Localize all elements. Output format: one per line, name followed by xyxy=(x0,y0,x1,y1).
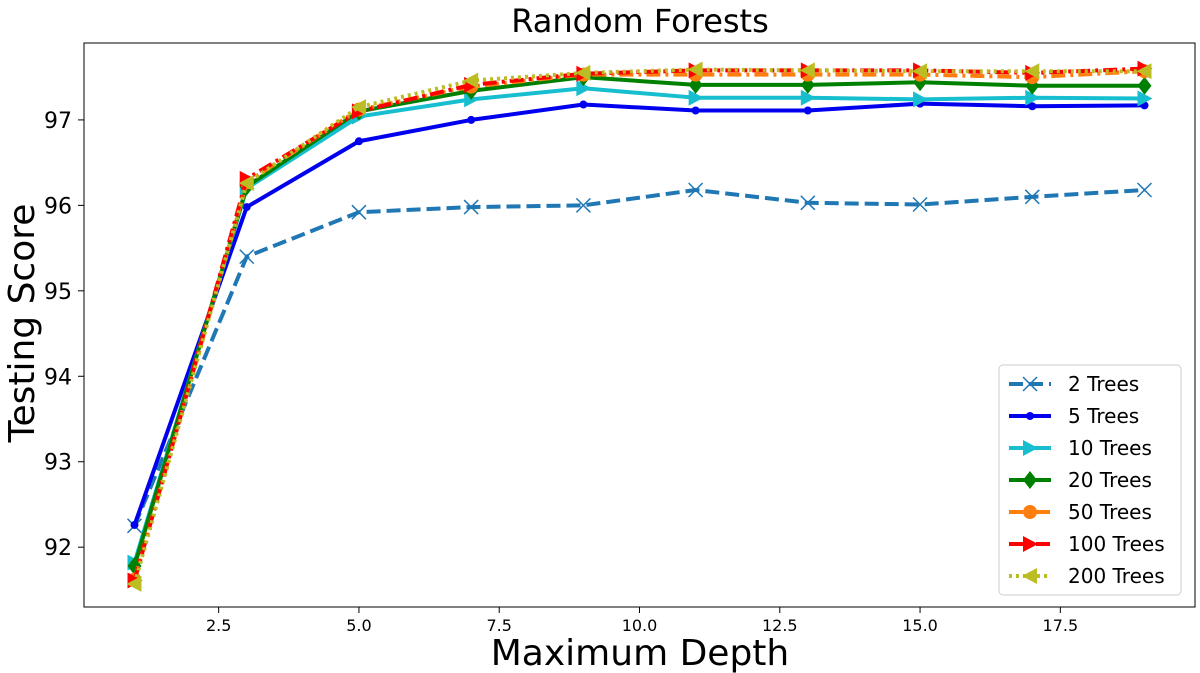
legend-label: 2 Trees xyxy=(1068,372,1139,396)
series-50-trees xyxy=(127,64,1152,587)
data-point xyxy=(576,80,592,97)
series-line xyxy=(132,75,1145,567)
data-point xyxy=(467,115,476,124)
legend-label: 200 Trees xyxy=(1068,564,1165,588)
legend-item: 200 Trees xyxy=(1009,564,1165,588)
series-10-trees xyxy=(127,80,1153,571)
series-line xyxy=(132,101,1145,526)
data-point xyxy=(239,249,255,265)
data-point xyxy=(1136,63,1152,80)
data-point xyxy=(1024,63,1040,80)
x-tick-label: 7.5 xyxy=(486,616,511,635)
data-point xyxy=(800,89,816,106)
x-tick-label: 15.0 xyxy=(902,616,938,635)
data-point xyxy=(575,197,591,213)
legend-marker xyxy=(1023,440,1038,456)
legend-item: 2 Trees xyxy=(1009,372,1139,396)
series-5-trees xyxy=(130,99,1149,529)
legend-marker xyxy=(1023,505,1037,519)
x-axis-label: Maximum Depth xyxy=(491,633,789,673)
legend-box xyxy=(998,364,1182,596)
data-point xyxy=(1137,76,1152,95)
data-point xyxy=(575,64,591,81)
legend-marker xyxy=(1022,568,1037,584)
data-point xyxy=(351,204,367,220)
data-point xyxy=(1024,189,1040,205)
series-line xyxy=(132,187,1145,527)
x-tick-label: 12.5 xyxy=(762,616,798,635)
data-point xyxy=(688,89,704,106)
legend-label: 100 Trees xyxy=(1068,532,1165,556)
legend-label: 50 Trees xyxy=(1068,500,1152,524)
data-point xyxy=(799,62,815,79)
data-point xyxy=(1136,182,1153,198)
legend-label: 5 Trees xyxy=(1068,404,1139,428)
x-tick-label: 10.0 xyxy=(622,616,658,635)
data-point xyxy=(912,196,928,213)
y-tick-label: 92 xyxy=(44,536,72,561)
data-point xyxy=(1028,102,1037,111)
x-tick-label: 5.0 xyxy=(346,616,371,635)
legend-marker xyxy=(1023,536,1038,552)
legend-item: 5 Trees xyxy=(1009,404,1139,428)
legend-item: 50 Trees xyxy=(1009,500,1152,524)
x-tick-label: 17.5 xyxy=(1043,616,1079,635)
data-point xyxy=(354,137,363,146)
y-tick-label: 95 xyxy=(44,280,72,305)
series-line xyxy=(132,69,1145,581)
legend-item: 10 Trees xyxy=(1009,436,1152,460)
series-line xyxy=(132,86,1145,564)
y-axis-label: Testing Score xyxy=(2,204,43,444)
series-line xyxy=(132,67,1145,585)
legend-label: 20 Trees xyxy=(1068,468,1152,492)
data-point xyxy=(238,175,254,192)
legend-item: 100 Trees xyxy=(1009,532,1165,556)
data-point xyxy=(800,195,816,211)
x-tick-label: 2.5 xyxy=(206,616,231,635)
data-point xyxy=(350,99,366,116)
legend-item: 20 Trees xyxy=(1009,468,1152,492)
data-point xyxy=(912,63,928,80)
series-20-trees xyxy=(127,68,1152,575)
data-point xyxy=(687,61,703,78)
data-point xyxy=(691,106,700,115)
data-point xyxy=(688,182,704,198)
legend-marker xyxy=(1022,376,1038,392)
y-tick-label: 93 xyxy=(44,451,72,476)
data-point xyxy=(126,575,142,592)
legend: 2 Trees 5 Trees 10 Trees 20 Trees 50 Trees 10… xyxy=(998,364,1182,596)
legend-marker xyxy=(1026,412,1034,420)
data-point xyxy=(579,100,588,109)
legend-label: 10 Trees xyxy=(1068,436,1152,460)
y-tick-label: 96 xyxy=(44,194,72,219)
series-2-trees xyxy=(126,182,1153,534)
legend-marker xyxy=(1023,471,1037,489)
series-200-trees xyxy=(126,61,1152,592)
data-point xyxy=(242,203,251,212)
data-point xyxy=(463,72,479,89)
y-tick-label: 97 xyxy=(44,109,72,134)
series-line xyxy=(132,66,1145,582)
data-point xyxy=(1137,90,1153,107)
chart-title: Random Forests xyxy=(511,2,769,40)
plot-area: 2.5 5.0 7.5 10.0 12.5 15.0 17.5 92 93 94 95 96 97 xyxy=(44,42,1196,635)
data-point xyxy=(130,520,139,529)
data-point xyxy=(913,91,929,108)
data-point xyxy=(1025,89,1041,106)
data-point xyxy=(463,199,479,215)
y-tick-label: 94 xyxy=(44,365,72,390)
data-point xyxy=(803,106,812,115)
